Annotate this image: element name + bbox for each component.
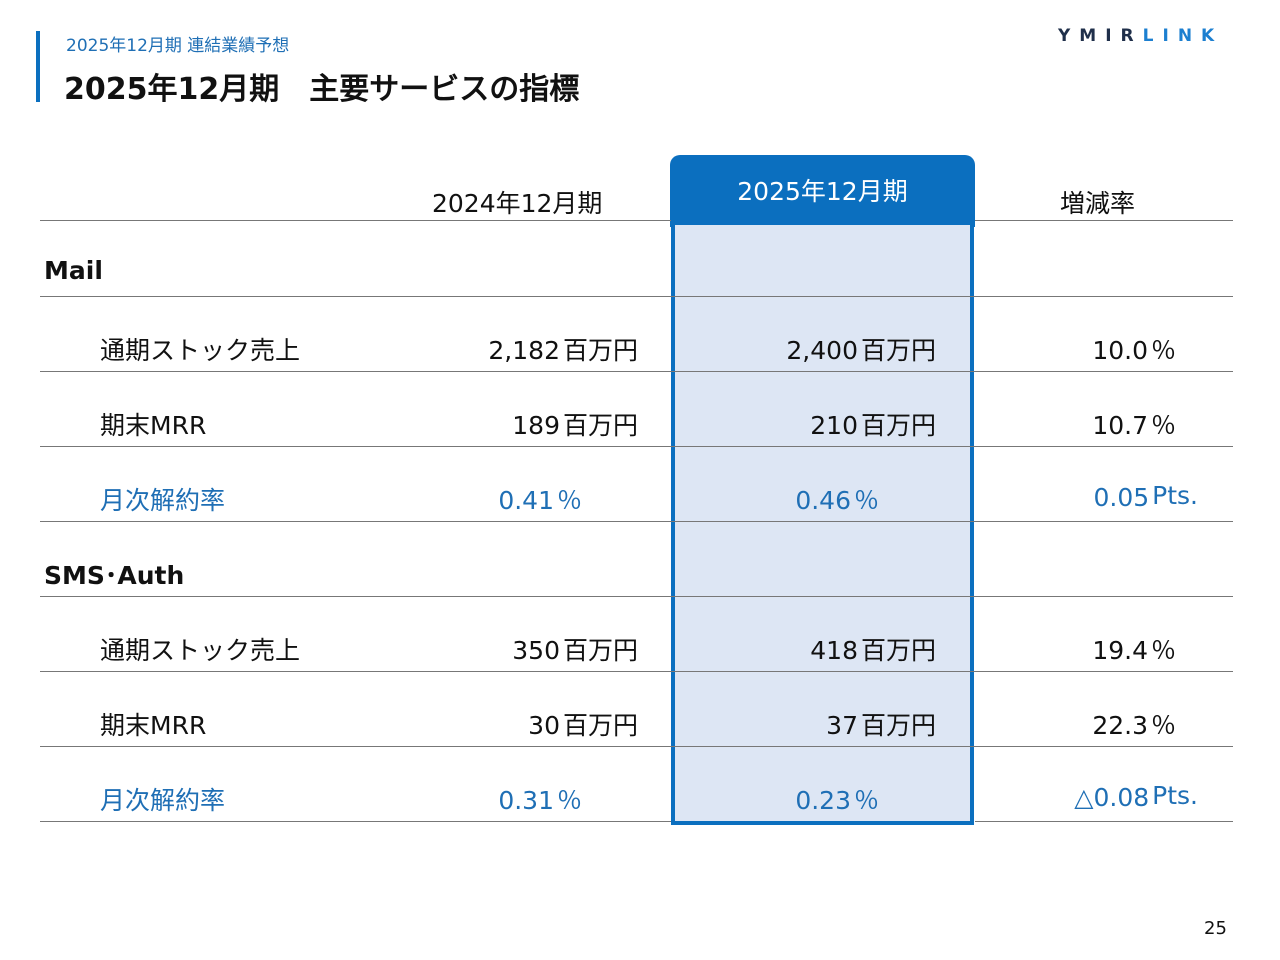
value-prev: 0.41 ％ — [498, 486, 582, 515]
table-divider — [40, 596, 1233, 597]
table-divider — [40, 521, 1233, 522]
table-divider — [40, 220, 671, 221]
value-prev: 189 百万円 — [512, 411, 638, 440]
column-header-change: 増減率 — [1060, 189, 1136, 218]
row-label-mrr: 期末MRR — [100, 711, 207, 740]
value-current: 0.23 ％ — [795, 786, 879, 815]
section-title-sms-auth: SMS･Auth — [44, 561, 185, 590]
value-prev: 30 百万円 — [528, 711, 638, 740]
current-period-column-highlight — [671, 225, 974, 825]
value-change: 0.05 Pts. — [1093, 481, 1198, 512]
value-current: 2,400 百万円 — [786, 336, 936, 365]
column-header-prev: 2024年12月期 — [432, 189, 603, 218]
slide-subtitle: 2025年12月期 連結業績予想 — [66, 36, 290, 56]
value-current: 0.46 ％ — [795, 486, 879, 515]
table-divider — [40, 671, 1233, 672]
slide-title: 2025年12月期 主要サービスの指標 — [64, 72, 580, 107]
value-prev: 2,182 百万円 — [488, 336, 638, 365]
row-label-churn-rate: 月次解約率 — [100, 486, 226, 515]
value-prev: 350 百万円 — [512, 636, 638, 665]
table-divider — [40, 746, 1233, 747]
value-current: 418 百万円 — [810, 636, 936, 665]
value-change: 10.7 ％ — [1092, 411, 1176, 440]
section-title-mail: Mail — [44, 256, 103, 285]
value-current: 210 百万円 — [810, 411, 936, 440]
table-divider — [975, 220, 1233, 221]
value-current: 37 百万円 — [826, 711, 936, 740]
value-change: 10.0 ％ — [1092, 336, 1176, 365]
value-change: 19.4 ％ — [1092, 636, 1176, 665]
current-period-header-bg — [670, 155, 975, 227]
table-divider — [40, 446, 1233, 447]
column-header-current: 2025年12月期 — [737, 177, 908, 206]
row-label-stock-revenue: 通期ストック売上 — [100, 636, 301, 665]
row-label-churn-rate: 月次解約率 — [100, 786, 226, 815]
table-divider — [40, 371, 1233, 372]
title-accent-bar — [36, 31, 40, 102]
value-change: 22.3 ％ — [1092, 711, 1176, 740]
page-number: 25 — [1204, 918, 1227, 939]
value-prev: 0.31 ％ — [498, 786, 582, 815]
table-divider — [975, 821, 1233, 822]
row-label-stock-revenue: 通期ストック売上 — [100, 336, 301, 365]
table-divider — [40, 296, 1233, 297]
company-logo: YMIRLINK — [1058, 26, 1224, 46]
table-divider — [40, 821, 671, 822]
value-change: △0.08 Pts. — [1074, 781, 1198, 812]
row-label-mrr: 期末MRR — [100, 411, 207, 440]
